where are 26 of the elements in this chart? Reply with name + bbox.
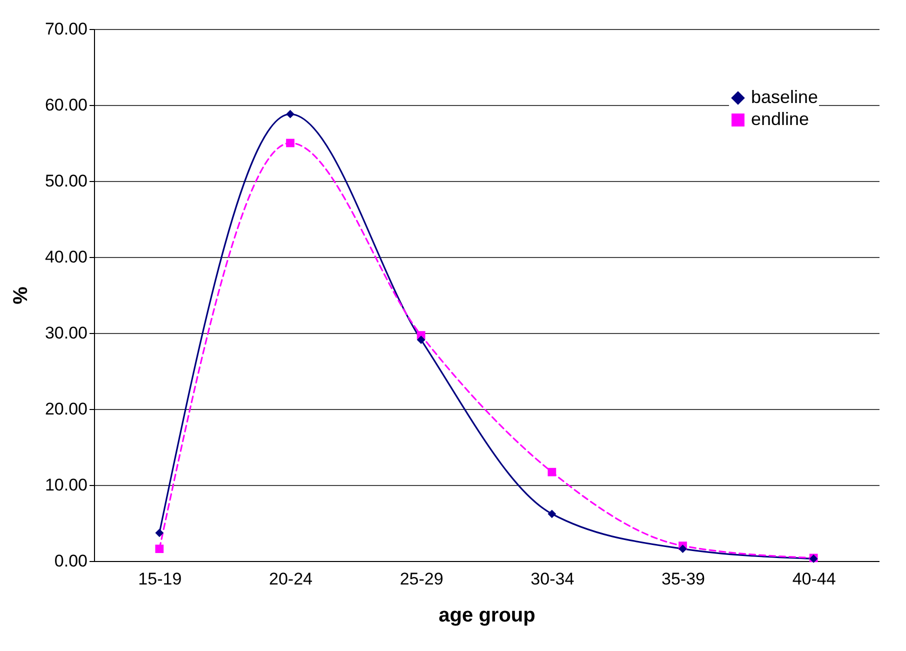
x-tick-label: 20-24: [269, 570, 312, 588]
point: [155, 544, 164, 554]
y-tick-label: 30.00: [44, 324, 88, 342]
point: [548, 468, 556, 476]
point: [548, 510, 556, 518]
y-axis-title: %: [10, 286, 32, 304]
point: [286, 110, 294, 118]
y-tick-label: 70.00: [44, 20, 88, 38]
point: [286, 138, 294, 148]
y-tick-label: 10.00: [44, 476, 88, 494]
point: [155, 528, 164, 538]
x-axis-title: age group: [438, 604, 536, 626]
point: [678, 544, 687, 554]
y-tick-label: 40.00: [44, 248, 88, 266]
x-tick-label: 40-44: [792, 570, 836, 588]
x-tick-label: 35-39: [662, 570, 705, 588]
x-tick-label: 15-19: [138, 570, 182, 588]
y-tick-label: 20.00: [44, 400, 88, 418]
y-tick-label: 60.00: [44, 96, 88, 114]
point: [416, 336, 426, 344]
x-tick-label: 30-34: [530, 570, 574, 588]
y-tick-label: 50.00: [44, 172, 88, 190]
x-tick-label: 25-29: [400, 570, 444, 588]
legend-label: endline: [751, 109, 810, 129]
y-tick-label: 0.00: [54, 552, 88, 570]
legend-label: baseline: [751, 87, 818, 107]
